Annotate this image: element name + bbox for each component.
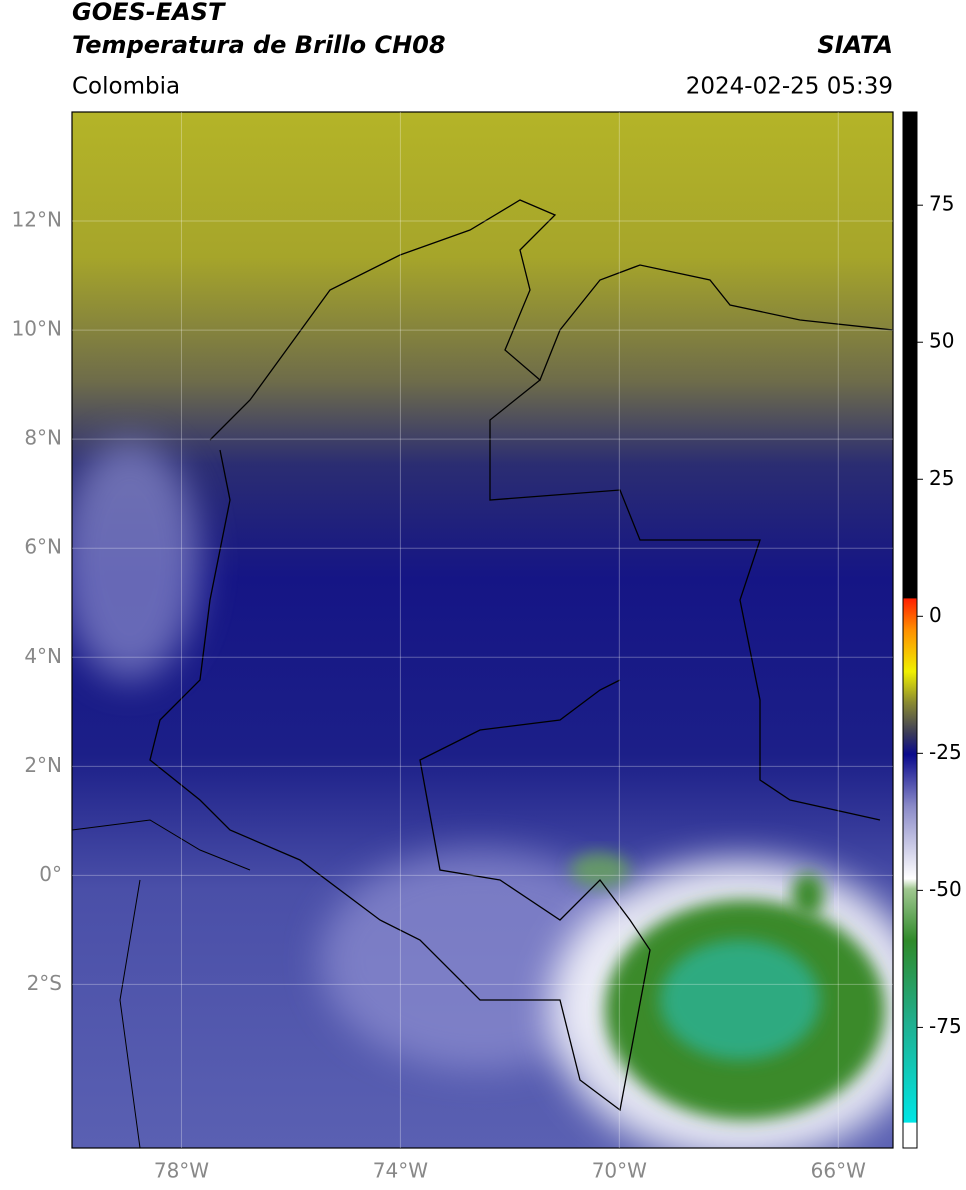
- y-tick-label: 4°N: [24, 644, 62, 668]
- satellite-image: [72, 112, 893, 1148]
- colorbar-tick-label: 0: [929, 603, 942, 627]
- y-tick-label: 2°S: [27, 971, 62, 995]
- colorbar: [902, 111, 918, 1149]
- x-tick-label: 74°W: [373, 1159, 428, 1183]
- y-tick-label: 10°N: [12, 317, 62, 341]
- y-tick-label: 0°: [39, 862, 62, 886]
- map-frame: [71, 111, 894, 1149]
- y-tick-label: 2°N: [24, 753, 62, 777]
- x-tick-label: 78°W: [154, 1159, 209, 1183]
- colorbar-tick-label: 75: [929, 192, 954, 216]
- colorbar-tick-label: -50: [929, 877, 962, 901]
- datetime: 2024-02-25 05:39: [686, 74, 893, 100]
- colorbar-tick-label: -75: [929, 1014, 962, 1038]
- title: GOES-EAST: [72, 0, 226, 26]
- y-tick-label: 12°N: [12, 208, 62, 232]
- y-tick-label: 6°N: [24, 535, 62, 559]
- subtitle: Temperatura de Brillo CH08: [72, 31, 446, 59]
- x-tick-label: 70°W: [592, 1159, 647, 1183]
- colorbar-tick-label: -25: [929, 740, 962, 764]
- source: SIATA: [817, 31, 893, 59]
- x-tick-label: 66°W: [811, 1159, 866, 1183]
- colorbar-tick-label: 50: [929, 329, 954, 353]
- y-tick-label: 8°N: [24, 426, 62, 450]
- region: Colombia: [72, 74, 180, 100]
- colorbar-tick-label: 25: [929, 466, 954, 490]
